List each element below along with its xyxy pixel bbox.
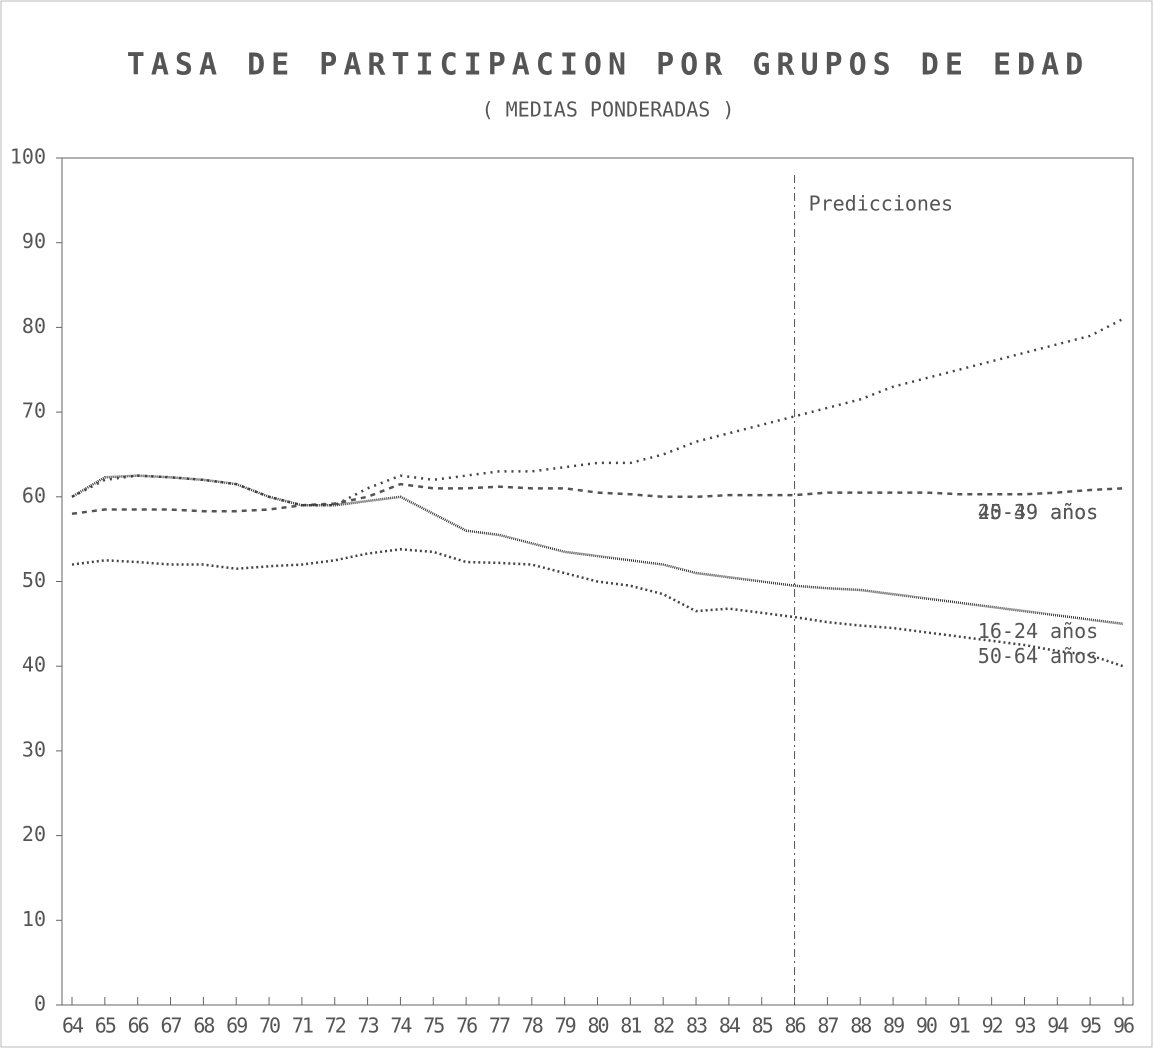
x-tick-label: 73	[358, 1014, 379, 1038]
y-tick-label: 100	[10, 145, 46, 169]
x-tick-label: 71	[292, 1014, 313, 1038]
series-line	[71, 548, 1124, 668]
y-tick-label: 20	[22, 822, 46, 846]
chart-title: TASA DE PARTICIPACION POR GRUPOS DE EDAD	[127, 48, 1089, 83]
x-tick-label: 66	[128, 1014, 149, 1038]
x-tick-label: 86	[785, 1014, 806, 1038]
y-tick-label: 30	[22, 737, 46, 761]
x-tick-label: 89	[883, 1014, 904, 1038]
x-tick-label: 77	[489, 1014, 510, 1038]
x-tick-label: 75	[423, 1014, 444, 1038]
x-tick-label: 87	[817, 1014, 838, 1038]
y-tick-label: 60	[22, 483, 46, 507]
x-tick-label: 68	[193, 1014, 214, 1038]
x-tick-label: 93	[1014, 1014, 1035, 1038]
x-tick-label: 83	[686, 1014, 707, 1038]
x-tick-label: 90	[916, 1014, 937, 1038]
x-tick-label: 72	[325, 1014, 346, 1038]
series-label: 40-49 años	[978, 500, 1098, 524]
x-tick-label: 70	[259, 1014, 280, 1038]
x-tick-label: 78	[522, 1014, 543, 1038]
x-tick-label: 64	[62, 1014, 84, 1038]
y-tick-label: 50	[22, 568, 46, 592]
y-tick-label: 90	[22, 229, 46, 253]
x-tick-label: 80	[587, 1014, 608, 1038]
y-tick-label: 40	[22, 653, 46, 677]
x-tick-label: 84	[719, 1014, 741, 1038]
y-tick-label: 0	[34, 992, 46, 1016]
x-tick-label: 91	[949, 1014, 970, 1038]
y-tick-label: 80	[22, 314, 46, 338]
x-tick-label: 76	[456, 1014, 477, 1038]
x-tick-label: 94	[1047, 1014, 1069, 1038]
x-tick-label: 82	[653, 1014, 674, 1038]
series-label: 16-24 años	[978, 619, 1098, 643]
series-label: 50-64 años	[978, 644, 1098, 668]
x-tick-label: 67	[160, 1014, 181, 1038]
x-tick-label: 74	[390, 1014, 412, 1038]
series-line	[71, 482, 1124, 515]
chart-subtitle: ( MEDIAS PONDERADAS )	[482, 98, 735, 122]
x-tick-label: 85	[752, 1014, 773, 1038]
series-label: 25-39 años	[978, 500, 1098, 524]
x-tick-label: 88	[850, 1014, 871, 1038]
annotation: Predicciones	[809, 192, 954, 216]
x-tick-label: 96	[1113, 1014, 1134, 1038]
y-tick-label: 10	[22, 907, 46, 931]
x-tick-label: 81	[620, 1014, 641, 1038]
x-tick-label: 95	[1080, 1014, 1101, 1038]
x-tick-label: 92	[982, 1014, 1003, 1038]
y-tick-label: 70	[22, 399, 46, 423]
x-tick-label: 69	[226, 1014, 247, 1038]
series-line	[71, 474, 1124, 626]
x-tick-label: 79	[555, 1014, 576, 1038]
x-tick-label: 65	[95, 1014, 116, 1038]
series-line	[71, 317, 1124, 507]
